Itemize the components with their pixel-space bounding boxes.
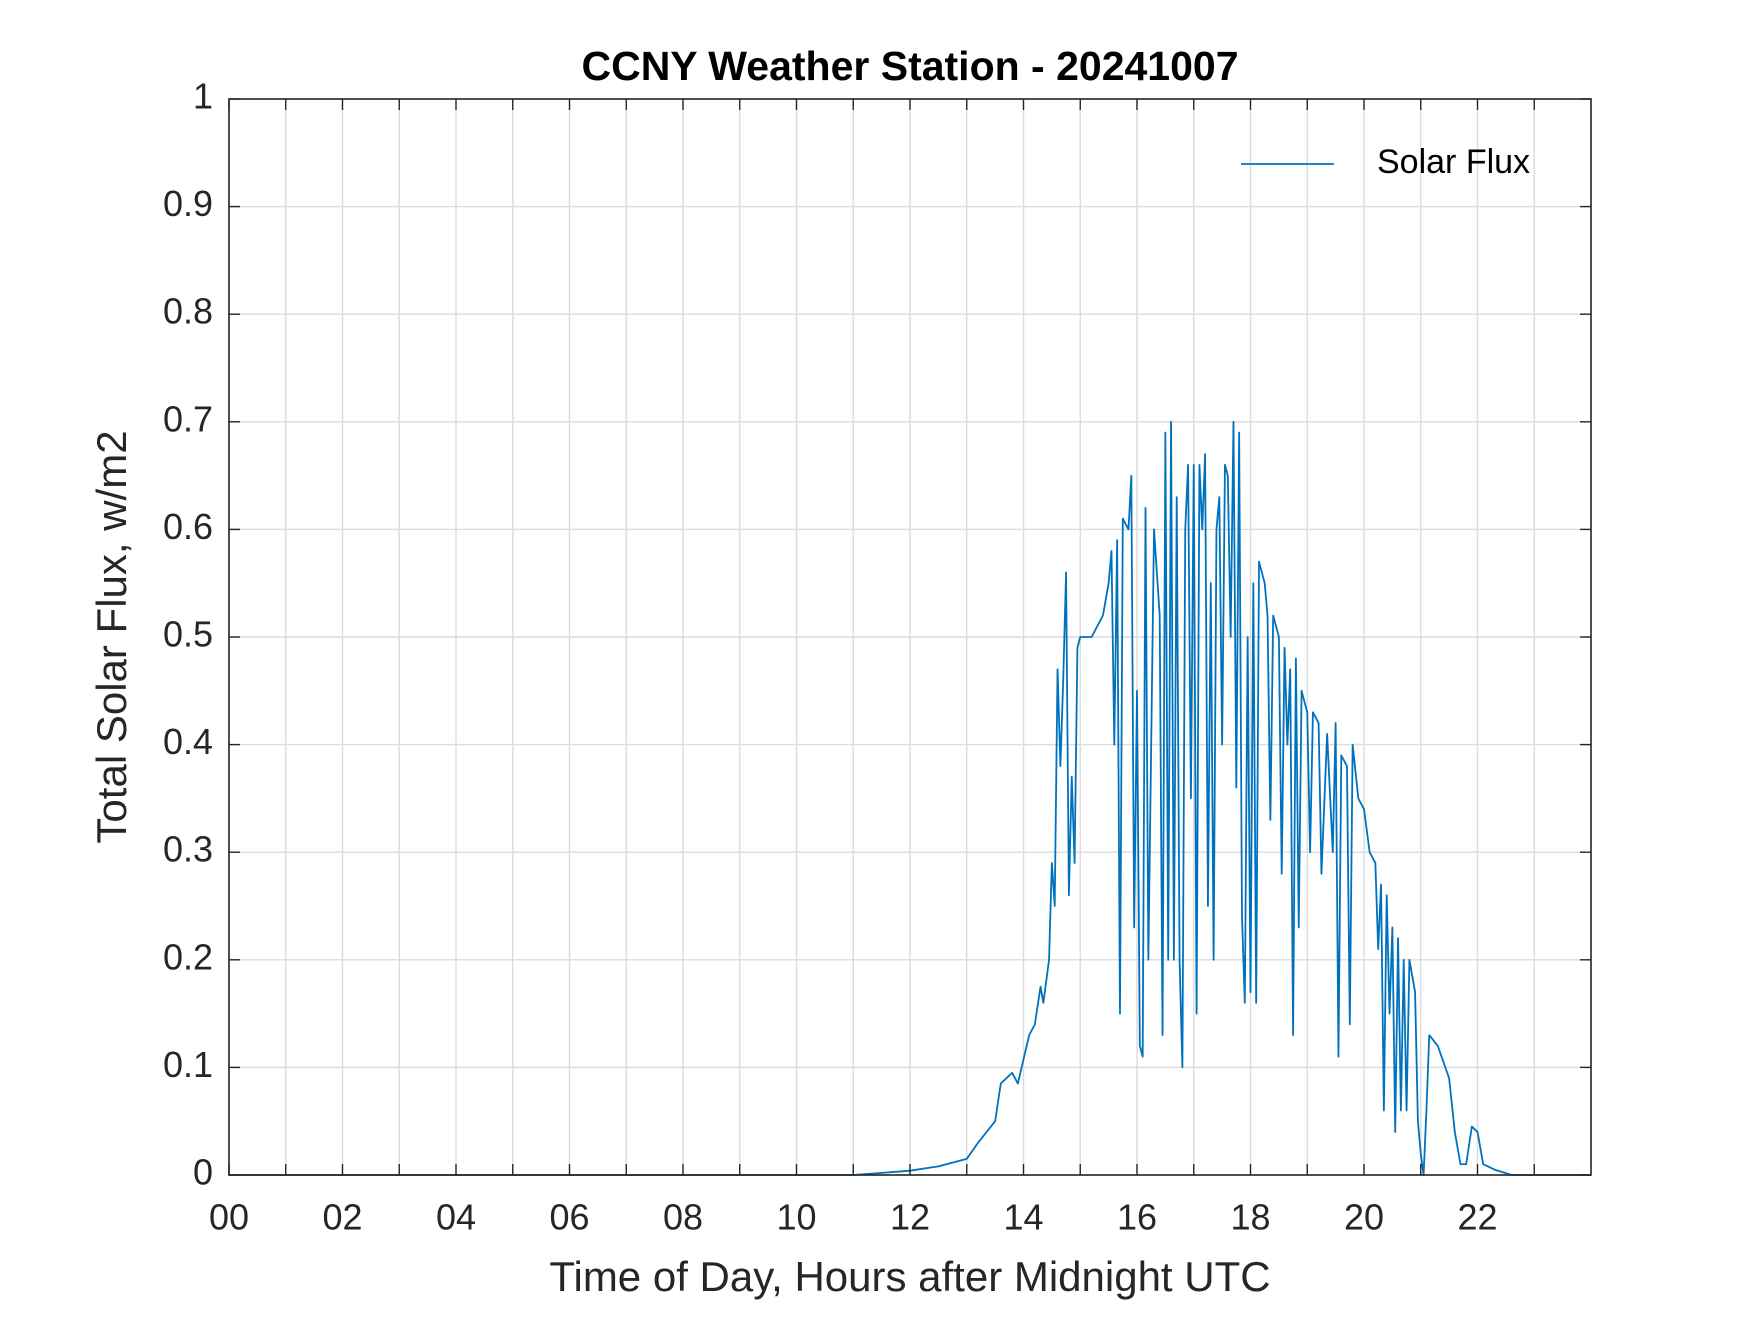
- x-tick-label: 18: [1230, 1197, 1270, 1238]
- axes-box: [228, 98, 1592, 1176]
- y-axis-label: Total Solar Flux, w/m2: [88, 430, 135, 843]
- x-tick-label: 08: [663, 1197, 703, 1238]
- y-tick-label: 0.9: [163, 183, 213, 224]
- y-tick-label: 0.1: [163, 1044, 213, 1085]
- y-tick-label: 0.4: [163, 721, 213, 762]
- y-tick-label: 0.3: [163, 829, 213, 870]
- x-tick-label: 02: [322, 1197, 362, 1238]
- axes: 0 0.1 0.2 0.3 0.4 0.5 0.6 0.7 0.8 0.9 1 00 02 04 06 08 1…: [163, 76, 1592, 1238]
- chart-title: CCNY Weather Station - 20241007: [581, 43, 1238, 89]
- x-tick-label: 20: [1344, 1197, 1384, 1238]
- x-tick-label: 10: [776, 1197, 816, 1238]
- legend-label: Solar Flux: [1377, 143, 1530, 181]
- y-tick-label: 0.6: [163, 506, 213, 547]
- x-tick-label: 06: [549, 1197, 589, 1238]
- y-tick-label: 0: [193, 1152, 213, 1193]
- x-tick-label: 04: [436, 1197, 476, 1238]
- data-line: [229, 420, 1591, 1176]
- x-tick-label: 14: [1003, 1197, 1043, 1238]
- x-tick-label: 16: [1117, 1197, 1157, 1238]
- y-tick-label: 1: [193, 76, 213, 117]
- x-tick-label: 22: [1457, 1197, 1497, 1238]
- x-axis-label: Time of Day, Hours after Midnight UTC: [549, 1253, 1270, 1300]
- data: [229, 420, 1591, 1176]
- y-tick-label: 0.7: [163, 398, 213, 439]
- y-tick-label: 0.2: [163, 936, 213, 977]
- y-tick-label: 0.5: [163, 614, 213, 655]
- y-tick-label: 0.8: [163, 291, 213, 332]
- x-tick-label: 00: [209, 1197, 249, 1238]
- x-tick-label: 12: [890, 1197, 930, 1238]
